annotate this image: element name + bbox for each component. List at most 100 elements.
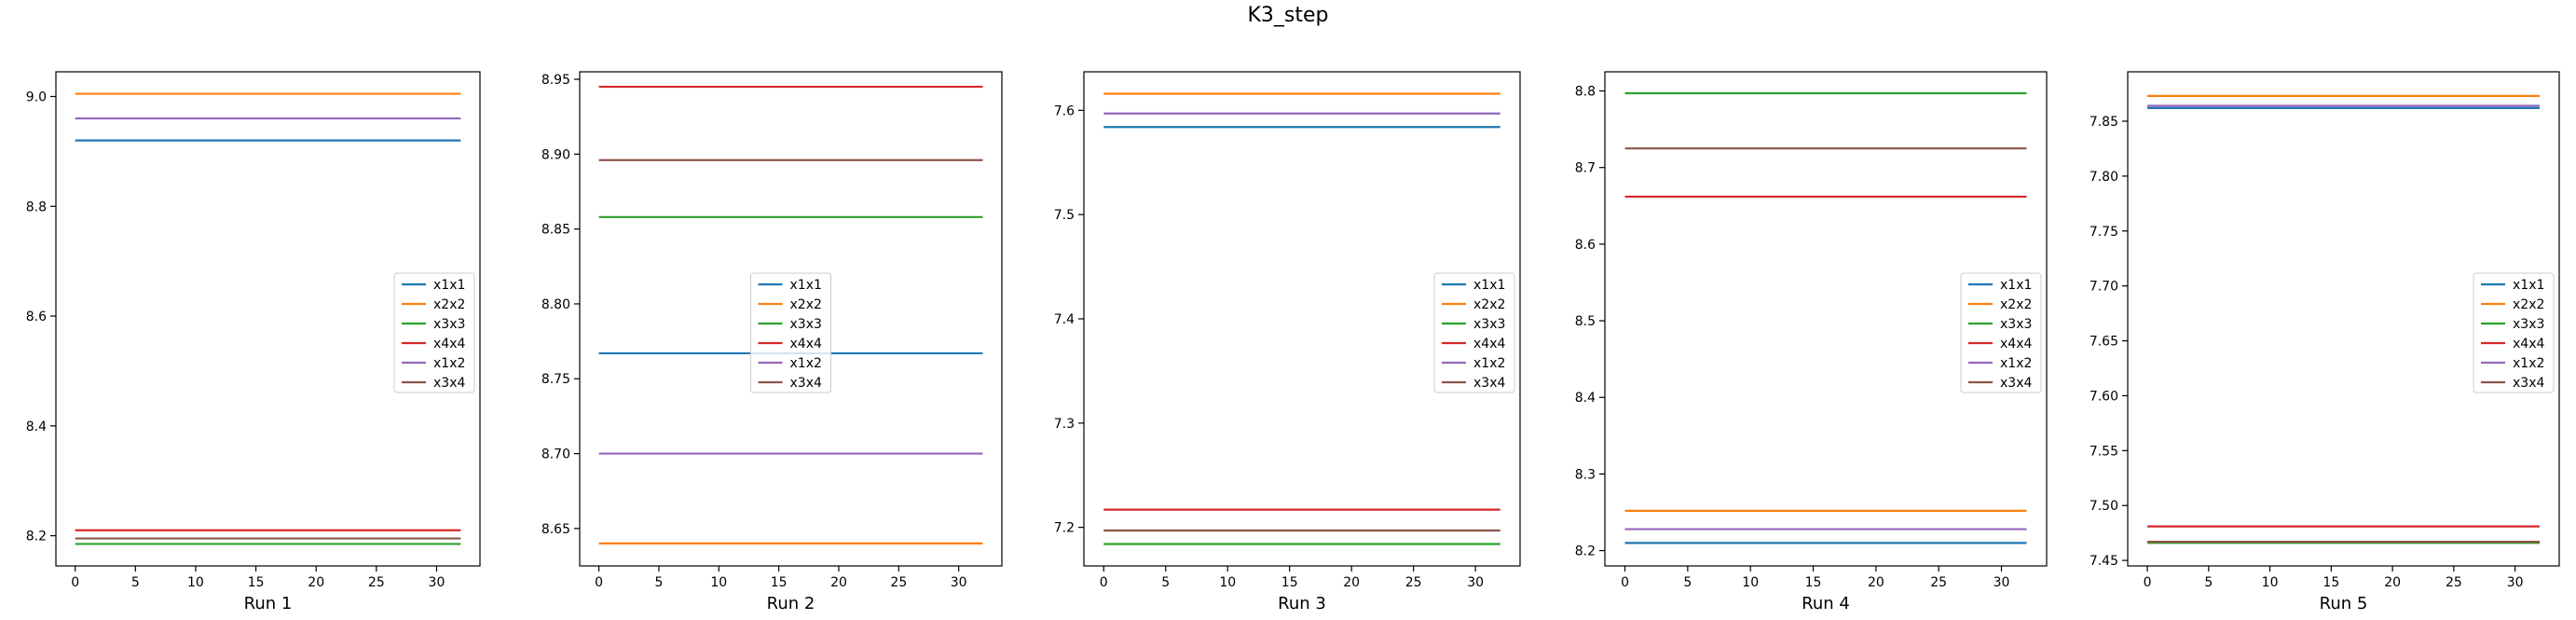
legend-label-x2x2: x2x2 [433,297,465,312]
x-tick-label: 5 [2204,575,2213,590]
y-tick-label: 7.50 [2090,499,2118,514]
y-tick-label: 7.3 [1054,417,1075,432]
legend: x1x1 x2x2 x3x3 x4x4 x1x2 x3x4 [393,272,475,393]
legend-label-x1x2: x1x2 [2000,356,2032,371]
x-tick-label: 15 [248,575,265,590]
x-axis-label: Run 3 [1278,594,1326,613]
y-tick-label: 7.60 [2090,389,2118,404]
legend-label-x4x4: x4x4 [1473,337,1505,351]
y-tick-label: 8.6 [26,310,47,324]
y-tick-label: 8.8 [26,200,47,214]
x-tick-label: 5 [654,575,663,590]
legend-label-x1x2: x1x2 [433,356,465,371]
x-tick-label: 5 [131,575,140,590]
x-tick-label: 15 [1281,575,1298,590]
x-tick-label: 0 [71,575,79,590]
x-axis-label: Run 1 [244,594,293,613]
y-tick-label: 8.2 [26,530,47,544]
x-tick-label: 10 [710,575,727,590]
legend-label-x1x1: x1x1 [2000,278,2032,293]
figure-title: K3_step [1247,4,1329,27]
legend-label-x4x4: x4x4 [2000,337,2032,351]
x-tick-label: 5 [1161,575,1170,590]
x-tick-label: 25 [890,575,907,590]
legend-label-x3x3: x3x3 [790,317,822,332]
legend: x1x1 x2x2 x3x3 x4x4 x1x2 x3x4 [1960,272,2042,393]
y-tick-label: 8.7 [1575,161,1596,176]
legend-label-x3x3: x3x3 [433,317,465,332]
legend-label-x3x3: x3x3 [1473,317,1505,332]
legend-label-x3x4: x3x4 [1473,376,1505,391]
axes-frame [55,71,481,567]
legend-label-x1x2: x1x2 [1473,356,1505,371]
x-tick-label: 20 [2384,575,2401,590]
y-tick-label: 8.80 [541,297,570,312]
y-tick-label: 8.85 [541,223,570,238]
x-tick-label: 20 [1343,575,1360,590]
legend-label-x2x2: x2x2 [790,297,822,312]
y-tick-label: 7.55 [2090,444,2118,459]
legend-label-x3x3: x3x3 [2513,317,2544,332]
x-axis-label: Run 4 [1802,594,1850,613]
x-tick-label: 20 [308,575,324,590]
x-tick-label: 0 [2144,575,2152,590]
y-tick-label: 7.85 [2090,115,2118,130]
x-tick-label: 10 [2262,575,2279,590]
axes-frame [579,71,1003,567]
legend: x1x1 x2x2 x3x3 x4x4 x1x2 x3x4 [2473,272,2555,393]
x-tick-label: 15 [1805,575,1822,590]
legend-label-x4x4: x4x4 [433,337,465,351]
legend-label-x2x2: x2x2 [2513,297,2544,312]
legend: x1x1 x2x2 x3x3 x4x4 x1x2 x3x4 [750,272,831,393]
x-tick-label: 30 [951,575,967,590]
subplot-2: 0 5 10 15 20 25 30 8.65 8.70 8.75 8.80 8.85 8.90 8.95… [541,71,1003,613]
x-tick-label: 0 [595,575,603,590]
legend-label-x2x2: x2x2 [2000,297,2032,312]
y-tick-label: 7.70 [2090,280,2118,295]
y-tick-label: 8.6 [1575,238,1596,253]
legend-label-x3x4: x3x4 [2513,376,2544,391]
y-tick-label: 7.75 [2090,225,2118,240]
legend-label-x3x4: x3x4 [2000,376,2032,391]
x-tick-label: 15 [771,575,788,590]
x-tick-label: 25 [1405,575,1422,590]
legend-label-x1x2: x1x2 [790,356,822,371]
x-axis-label: Run 2 [767,594,815,613]
x-tick-label: 30 [2507,575,2524,590]
legend-label-x3x3: x3x3 [2000,317,2032,332]
x-tick-label: 10 [1219,575,1236,590]
y-tick-label: 8.75 [541,372,570,387]
y-tick-label: 8.5 [1575,314,1596,329]
y-tick-label: 7.5 [1054,208,1075,223]
legend-label-x1x1: x1x1 [790,278,822,293]
axes-frame [1604,71,2048,567]
y-tick-label: 9.0 [26,90,47,105]
legend-label-x4x4: x4x4 [2513,337,2544,351]
legend-label-x1x1: x1x1 [433,278,465,293]
subplot-4: 0 5 10 15 20 25 30 8.2 8.3 8.4 8.5 8.6 8.7 8.8 Run 4 x1… [1575,71,2048,613]
y-tick-label: 7.65 [2090,335,2118,350]
subplot-1: 0 5 10 15 20 25 30 8.2 8.4 8.6 8.8 9.0 Run 1 x1x1 x2x2… [26,71,481,613]
y-tick-label: 7.80 [2090,170,2118,185]
x-tick-label: 30 [1467,575,1484,590]
x-tick-label: 30 [429,575,445,590]
y-tick-label: 8.95 [541,73,570,88]
y-tick-label: 8.90 [541,147,570,162]
y-tick-label: 8.3 [1575,467,1596,482]
x-tick-label: 0 [1100,575,1108,590]
x-tick-label: 10 [187,575,204,590]
x-tick-label: 25 [2446,575,2462,590]
y-tick-label: 8.4 [1575,391,1596,406]
y-tick-label: 7.4 [1054,312,1075,327]
legend-label-x2x2: x2x2 [1473,297,1505,312]
y-tick-label: 8.2 [1575,544,1596,559]
y-tick-label: 8.4 [26,420,47,434]
subplot-3: 0 5 10 15 20 25 30 7.2 7.3 7.4 7.5 7.6 Run 3 x1x1 x2x2… [1054,71,1521,613]
x-tick-label: 20 [1868,575,1884,590]
x-tick-label: 0 [1621,575,1629,590]
x-tick-label: 10 [1742,575,1759,590]
x-tick-label: 20 [830,575,847,590]
legend-label-x3x4: x3x4 [790,376,822,391]
x-tick-label: 25 [368,575,385,590]
